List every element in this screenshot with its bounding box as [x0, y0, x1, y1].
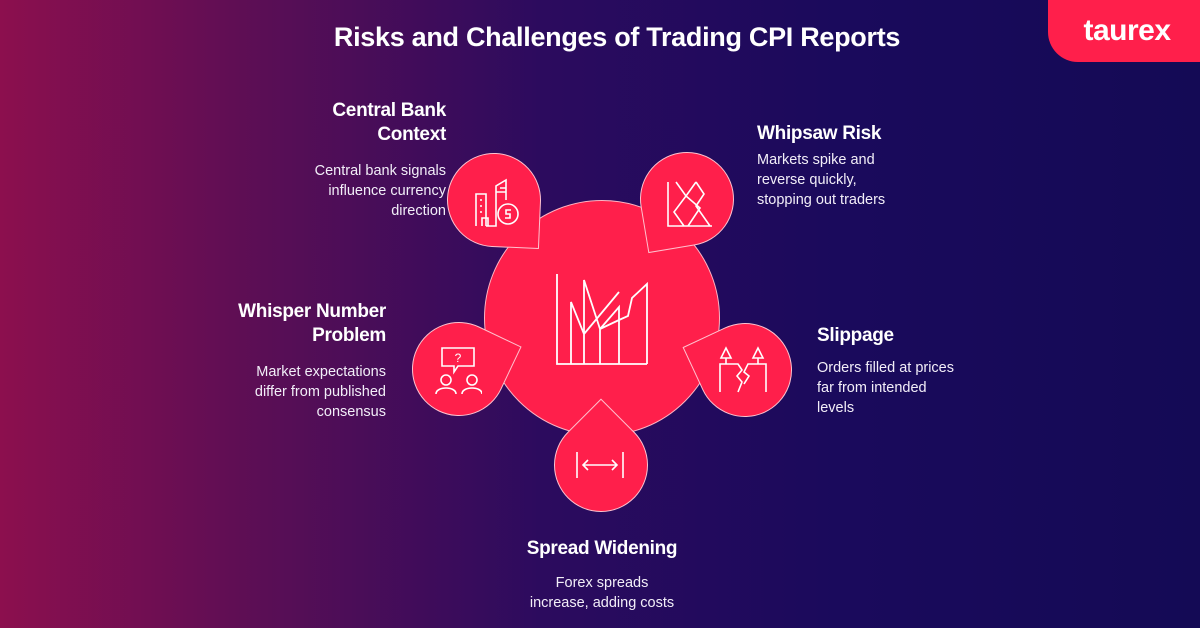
volatile-chart-icon [555, 272, 649, 366]
item-spread: Spread Widening Forex spreads increase, a… [482, 537, 722, 613]
item-desc: Orders filled at prices [817, 360, 954, 376]
page-title: Risks and Challenges of Trading CPI Repo… [333, 22, 901, 52]
item-title: Slippage [817, 325, 894, 346]
item-desc: direction [391, 203, 446, 219]
item-desc: levels [817, 400, 855, 416]
taurex-logo[interactable]: taurex [1048, 0, 1200, 62]
item-title: Problem [312, 325, 386, 346]
item-desc: reverse quickly, [757, 172, 857, 188]
item-desc: influence currency [328, 183, 446, 199]
item-slippage: Slippage Orders filled at prices far from… [817, 324, 954, 418]
item-title: Whisper Number [238, 301, 386, 322]
zigzag-chart-icon [666, 180, 714, 228]
item-desc: Central bank signals [314, 163, 446, 179]
item-desc: differ from published [254, 384, 386, 400]
item-whipsaw: Whipsaw Risk Markets spike and reverse qu… [757, 122, 885, 210]
width-arrows-icon [575, 450, 625, 480]
item-desc: far from intended [817, 380, 927, 396]
item-title: Context [377, 124, 446, 145]
bank-dollar-icon [474, 178, 520, 228]
item-desc: consensus [316, 404, 386, 420]
svg-text:?: ? [455, 351, 462, 365]
item-central-bank: Central Bank Context Central bank signals… [314, 99, 447, 221]
broken-ground-icon [718, 346, 768, 396]
item-desc: Markets spike and [757, 152, 875, 168]
item-title: Central Bank [332, 100, 446, 121]
item-title: Spread Widening [526, 538, 678, 559]
people-question-icon: ? [434, 346, 483, 396]
item-desc: increase, adding costs [529, 595, 675, 611]
item-desc: Forex spreads [555, 575, 649, 591]
item-desc: Market expectations [256, 364, 386, 380]
item-title: Whipsaw Risk [757, 123, 882, 144]
item-whisper: Whisper Number Problem Market expectation… [238, 300, 386, 422]
item-desc: stopping out traders [757, 192, 886, 208]
